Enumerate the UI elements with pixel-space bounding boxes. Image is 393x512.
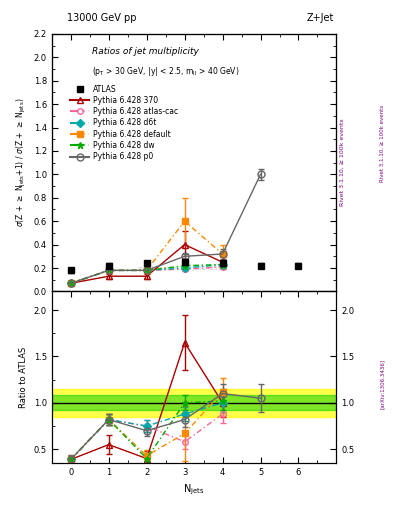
- Legend: ATLAS, Pythia 6.428 370, Pythia 6.428 atlas-cac, Pythia 6.428 d6t, Pythia 6.428 : ATLAS, Pythia 6.428 370, Pythia 6.428 at…: [67, 81, 181, 164]
- Text: 13000 GeV pp: 13000 GeV pp: [67, 13, 136, 23]
- Y-axis label: $\sigma$(Z + $\geq$ N$_{\rm jets}$+1) / $\sigma$(Z + $\geq$ N$_{\rm jets}$): $\sigma$(Z + $\geq$ N$_{\rm jets}$+1) / …: [15, 98, 28, 227]
- Text: Ratios of jet multiplicity: Ratios of jet multiplicity: [92, 47, 198, 56]
- Y-axis label: Ratio to ATLAS: Ratio to ATLAS: [19, 347, 28, 408]
- Text: mcplots.cern.ch  J1514251: mcplots.cern.ch J1514251: [138, 266, 222, 271]
- Text: Z+Jet: Z+Jet: [307, 13, 334, 23]
- Text: Rivet 3.1.10, ≥ 100k events: Rivet 3.1.10, ≥ 100k events: [339, 119, 344, 206]
- Text: (p$_{\rm T}$ > 30 GeV, |y| < 2.5, m$_{\rm ll}$ > 40 GeV): (p$_{\rm T}$ > 30 GeV, |y| < 2.5, m$_{\r…: [92, 65, 239, 78]
- Text: [arXiv:1306.3436]: [arXiv:1306.3436]: [380, 359, 385, 409]
- X-axis label: N$_{\rm jets}$: N$_{\rm jets}$: [184, 483, 205, 497]
- Text: Rivet 3.1.10, ≥ 100k events: Rivet 3.1.10, ≥ 100k events: [380, 105, 385, 182]
